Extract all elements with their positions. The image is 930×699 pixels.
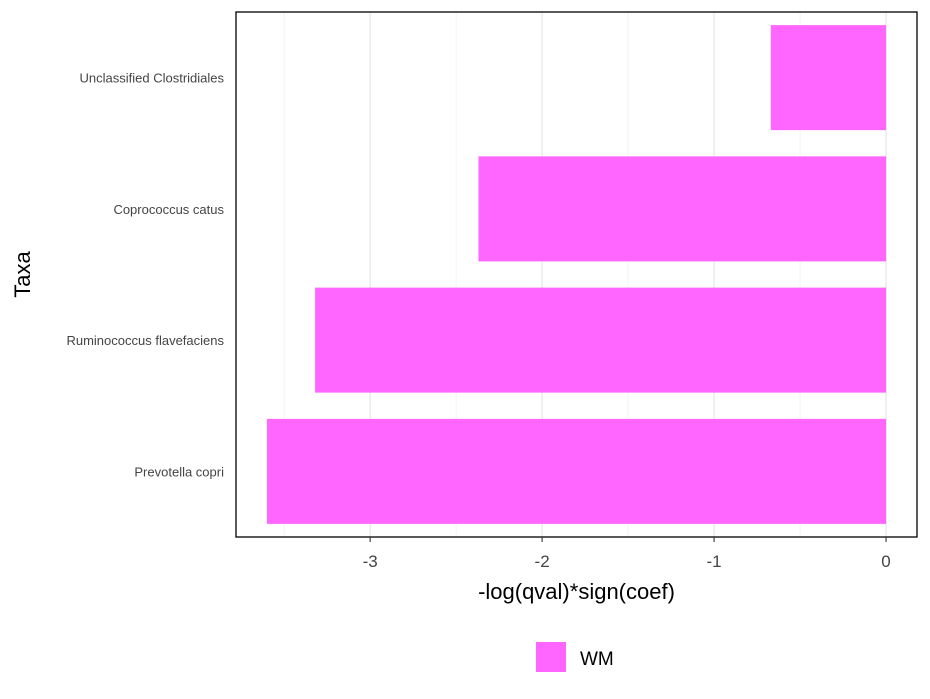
bar-unclassified-clostridiales [770,25,887,131]
bars [266,25,887,524]
y-tick-label: Coprococcus catus [113,202,224,217]
x-axis-title: -log(qval)*sign(coef) [478,579,675,604]
legend: WM [536,642,614,672]
y-tick-label: Unclassified Clostridiales [80,71,225,86]
x-tick-label: 0 [881,552,890,571]
plot-panel-border [235,11,918,538]
x-tick-labels: -3 -2 -1 0 [363,537,891,571]
y-tick-labels: Unclassified Clostridiales Coprococcus ca… [66,71,224,480]
x-tick-label: -2 [535,552,550,571]
y-tick-label: Ruminococcus flavefaciens [66,333,224,348]
bar-ruminococcus-flavefaciens [315,287,887,393]
bar-coprococcus-catus [478,156,887,262]
y-axis-title: Taxa [10,251,35,298]
bar-prevotella-copri [266,418,887,524]
x-tick-label: -1 [707,552,722,571]
y-tick-label: Prevotella copri [134,464,224,479]
legend-label-wm: WM [580,649,614,670]
x-tick-label: -3 [363,552,378,571]
legend-key-wm [536,642,566,672]
